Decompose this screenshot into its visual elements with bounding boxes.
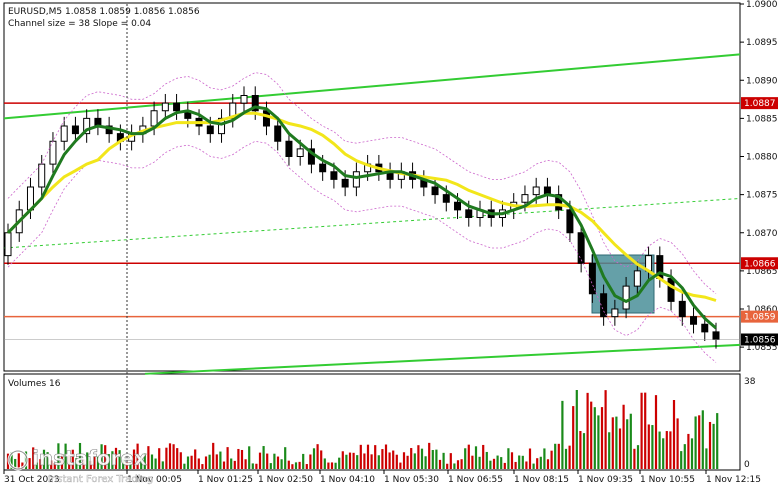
candle-body <box>622 285 630 310</box>
candle-body <box>60 125 68 142</box>
y-tick-label: 1.0860 <box>746 305 778 315</box>
candle-body <box>532 186 540 196</box>
candle-body <box>600 293 608 318</box>
candle-body <box>701 323 709 333</box>
y-tick-label: 1.0870 <box>746 229 778 239</box>
ma-slow-line <box>6 111 717 302</box>
x-axis: 31 Oct 2023 1 Nov 00:05 1 Nov 01:25 1 Nov 0… <box>3 470 761 485</box>
candle-body <box>4 232 12 257</box>
candle-body <box>611 308 619 318</box>
svg-text:instaforex: instaforex <box>32 446 147 470</box>
x-tick-label: 1 Nov 00:05 <box>127 475 182 485</box>
candle-body <box>465 209 473 218</box>
candle-body <box>555 194 563 211</box>
candle-body <box>566 209 574 234</box>
candle-body <box>319 163 327 173</box>
candle-body <box>431 186 439 196</box>
volume-panel-title: Volumes 16 <box>8 379 61 389</box>
moving-averages <box>6 72 717 363</box>
candle-body <box>442 194 450 203</box>
chart-symbol-timeframe: EURUSD,M5 1.0858 1.0859 1.0856 1.0856 <box>8 7 200 17</box>
y-tick-label: 1.0890 <box>746 76 778 86</box>
candle-body <box>274 125 282 142</box>
candle-body <box>206 125 214 135</box>
channel-upper <box>3 53 741 120</box>
y-tick-label: 1.0865 <box>746 267 778 277</box>
x-tick-label: 31 Oct 2023 <box>4 475 60 485</box>
channel-lower <box>144 343 741 375</box>
candle-body <box>454 201 462 211</box>
candle-body <box>240 95 248 104</box>
volume-axis: 38 0 <box>744 377 756 470</box>
x-tick-label: 1 Nov 12:15 <box>706 475 761 485</box>
candle-body <box>633 270 641 287</box>
envelope-lower <box>7 140 717 363</box>
candle-body <box>296 148 304 157</box>
level-label: 1.0859 <box>744 313 776 323</box>
candle-body <box>341 178 349 188</box>
channel-lines <box>3 53 741 375</box>
main-panel-frame <box>3 2 741 372</box>
level-tag <box>741 97 778 110</box>
x-tick-label: 1 Nov 08:15 <box>514 475 569 485</box>
candlesticks <box>4 86 720 349</box>
candle-body <box>678 300 686 318</box>
candle-body <box>667 278 675 302</box>
volume-bars <box>6 389 719 469</box>
current-price-box <box>741 333 778 346</box>
y-tick-label: 1.0875 <box>746 191 778 201</box>
candle-body <box>161 102 169 112</box>
candle-body <box>712 331 720 340</box>
candle-body <box>330 171 338 180</box>
candle-body <box>218 117 226 135</box>
watermark-logo: instaforex Instant Forex Trading <box>7 446 153 485</box>
x-tick-label: 1 Nov 06:55 <box>448 475 503 485</box>
y-tick-label: 1.0855 <box>746 343 778 353</box>
volume-tick-label: 38 <box>744 377 756 387</box>
channel-info: Channel size = 38 Slope = 0.04 <box>8 19 151 29</box>
candle-body <box>521 194 529 203</box>
current-price-tag: 1.0856 <box>4 333 778 346</box>
channel-mid <box>3 197 741 249</box>
x-tick-label: 1 Nov 10:55 <box>640 475 695 485</box>
candle-body <box>285 140 293 157</box>
candle-body <box>150 110 158 127</box>
level-label: 1.0887 <box>744 99 776 109</box>
candle-body <box>577 232 585 264</box>
candle-body <box>38 163 46 188</box>
candle-body <box>352 171 360 188</box>
x-tick-label: 1 Nov 04:10 <box>320 475 375 485</box>
x-tick-label: 1 Nov 01:25 <box>198 475 253 485</box>
candle-body <box>251 95 259 112</box>
ma-fast-line <box>6 105 717 330</box>
y-tick-label: 1.0885 <box>746 114 778 124</box>
candle-body <box>229 102 237 119</box>
level-tag <box>741 257 778 270</box>
level-tag <box>741 310 778 323</box>
candle-body <box>262 110 270 127</box>
y-tick-label: 1.0900 <box>746 0 778 10</box>
x-tick-label: 1 Nov 02:50 <box>258 475 313 485</box>
y-tick-label: 1.0895 <box>746 38 778 48</box>
candle-body <box>690 316 698 325</box>
svg-text:Instant Forex Trading: Instant Forex Trading <box>48 474 153 485</box>
y-tick-label: 1.0880 <box>746 153 778 163</box>
volume-tick-label: 0 <box>744 460 750 470</box>
candle-body <box>83 117 91 135</box>
candle-body <box>173 102 181 112</box>
current-price-label: 1.0856 <box>744 336 776 346</box>
y-axis: 1.0900 1.0895 1.0890 1.0885 1.0880 1.0875 1.08… <box>740 0 778 353</box>
x-tick-label: 1 Nov 09:35 <box>578 475 633 485</box>
level-label: 1.0866 <box>744 259 776 269</box>
x-tick-label: 1 Nov 05:30 <box>384 475 439 485</box>
candle-body <box>71 125 79 135</box>
